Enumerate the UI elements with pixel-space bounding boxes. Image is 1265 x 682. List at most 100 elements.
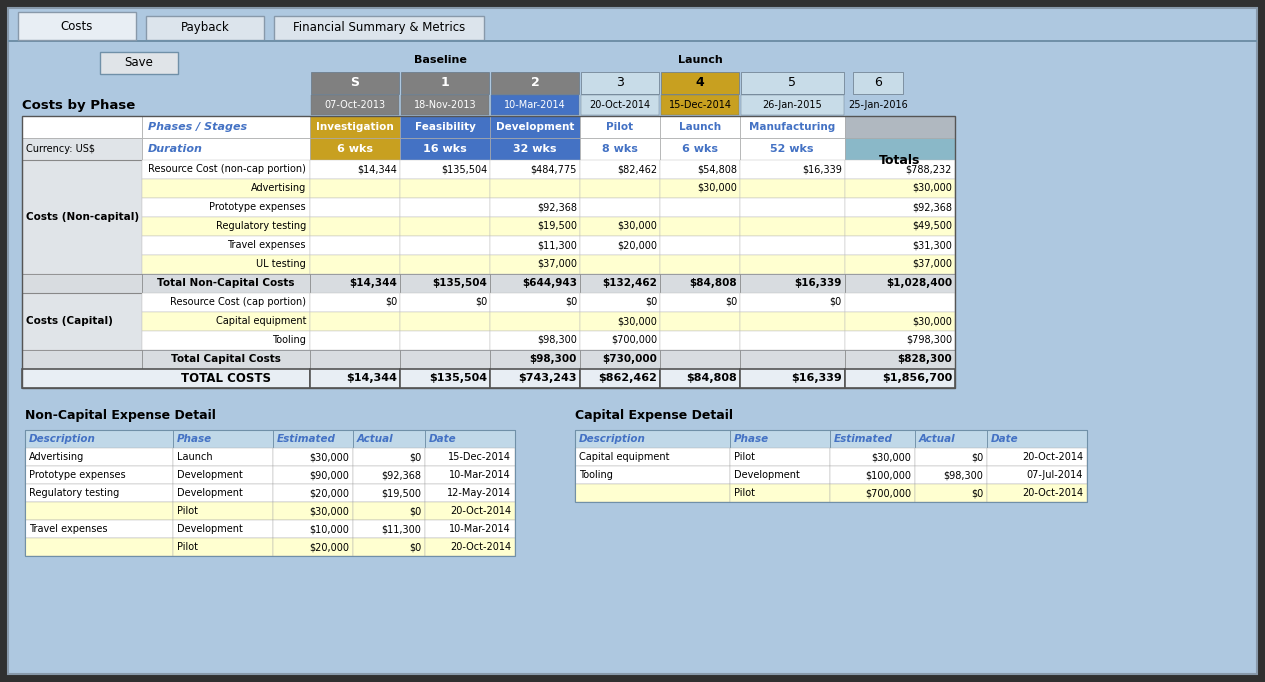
Bar — [845, 293, 955, 312]
Text: Totals: Totals — [879, 155, 921, 168]
Text: $16,339: $16,339 — [802, 164, 842, 174]
Bar — [579, 138, 660, 160]
Bar — [273, 520, 353, 538]
Text: 10-Mar-2014: 10-Mar-2014 — [505, 100, 565, 110]
Text: 18-Nov-2013: 18-Nov-2013 — [414, 100, 477, 110]
Text: $1,028,400: $1,028,400 — [886, 278, 953, 288]
Text: Actual: Actual — [357, 434, 393, 444]
Bar — [273, 484, 353, 502]
Bar — [142, 217, 310, 236]
Bar — [845, 179, 955, 198]
Bar — [579, 331, 660, 350]
Text: $14,344: $14,344 — [349, 278, 397, 288]
Bar — [142, 350, 310, 369]
Bar — [173, 466, 273, 484]
Bar — [173, 520, 273, 538]
Text: Resource Cost (cap portion): Resource Cost (cap portion) — [170, 297, 306, 307]
Text: $700,000: $700,000 — [865, 488, 911, 498]
Text: 16 wks: 16 wks — [423, 144, 467, 154]
Text: $16,339: $16,339 — [794, 278, 842, 288]
Bar — [25, 538, 173, 556]
Bar — [401, 72, 490, 94]
Bar — [490, 293, 579, 312]
Text: $730,000: $730,000 — [602, 354, 657, 364]
Text: Phase: Phase — [177, 434, 213, 444]
Text: 8 wks: 8 wks — [602, 144, 638, 154]
Text: Development: Development — [177, 470, 243, 480]
Text: Baseline: Baseline — [414, 55, 467, 65]
Text: 20-Oct-2014: 20-Oct-2014 — [450, 542, 511, 552]
Bar — [740, 369, 845, 388]
Bar — [660, 217, 740, 236]
Text: $0: $0 — [409, 452, 421, 462]
Text: $132,462: $132,462 — [602, 278, 657, 288]
Bar — [576, 448, 730, 466]
Text: 10-Mar-2014: 10-Mar-2014 — [449, 470, 511, 480]
Bar — [660, 312, 740, 331]
Text: 10-Mar-2014: 10-Mar-2014 — [449, 524, 511, 534]
Bar — [987, 466, 1087, 484]
Text: Currency: US$: Currency: US$ — [27, 144, 95, 154]
Bar — [273, 538, 353, 556]
Text: Tooling: Tooling — [579, 470, 612, 480]
Bar — [987, 448, 1087, 466]
Text: 20-Oct-2014: 20-Oct-2014 — [589, 100, 650, 110]
Text: $19,500: $19,500 — [381, 488, 421, 498]
Bar — [25, 520, 173, 538]
Bar — [310, 293, 400, 312]
Text: 07-Jul-2014: 07-Jul-2014 — [1027, 470, 1083, 480]
Bar — [845, 116, 955, 138]
Bar — [581, 95, 659, 115]
Bar — [730, 484, 830, 502]
Text: Resource Cost (non-cap portion): Resource Cost (non-cap portion) — [148, 164, 306, 174]
Bar — [142, 331, 310, 350]
Text: $484,775: $484,775 — [530, 164, 577, 174]
Bar — [730, 448, 830, 466]
Text: $30,000: $30,000 — [912, 316, 953, 326]
Bar — [915, 448, 987, 466]
Bar — [400, 312, 490, 331]
Text: Development: Development — [496, 122, 574, 132]
Bar — [400, 160, 490, 179]
Bar — [25, 502, 173, 520]
Bar — [22, 116, 142, 138]
Text: $98,300: $98,300 — [538, 335, 577, 345]
Text: 32 wks: 32 wks — [514, 144, 557, 154]
Text: $135,504: $135,504 — [429, 373, 487, 383]
Text: Save: Save — [124, 57, 153, 70]
Bar — [490, 179, 579, 198]
Bar — [310, 217, 400, 236]
Bar — [25, 448, 173, 466]
Bar — [740, 160, 845, 179]
Bar — [579, 369, 660, 388]
Bar — [142, 255, 310, 274]
Text: $11,300: $11,300 — [381, 524, 421, 534]
Bar — [353, 502, 425, 520]
Text: $100,000: $100,000 — [865, 470, 911, 480]
Bar — [660, 198, 740, 217]
Text: $30,000: $30,000 — [872, 452, 911, 462]
Text: Launch: Launch — [177, 452, 213, 462]
Text: Costs: Costs — [61, 20, 94, 33]
Bar — [660, 138, 740, 160]
Text: Costs (Capital): Costs (Capital) — [27, 316, 113, 326]
Bar — [490, 274, 579, 293]
Bar — [660, 369, 740, 388]
Text: $84,808: $84,808 — [686, 373, 737, 383]
Text: $30,000: $30,000 — [617, 221, 657, 231]
Bar — [142, 160, 310, 179]
Bar — [491, 72, 579, 94]
Bar — [845, 236, 955, 255]
Bar — [425, 448, 515, 466]
Bar — [400, 179, 490, 198]
Bar — [845, 312, 955, 331]
Text: Regulatory testing: Regulatory testing — [216, 221, 306, 231]
Bar — [740, 198, 845, 217]
Text: Total Non-Capital Costs: Total Non-Capital Costs — [157, 278, 295, 288]
Bar — [740, 331, 845, 350]
Bar — [740, 312, 845, 331]
Bar — [740, 217, 845, 236]
Bar — [660, 293, 740, 312]
Bar — [490, 369, 579, 388]
Bar — [845, 138, 955, 182]
